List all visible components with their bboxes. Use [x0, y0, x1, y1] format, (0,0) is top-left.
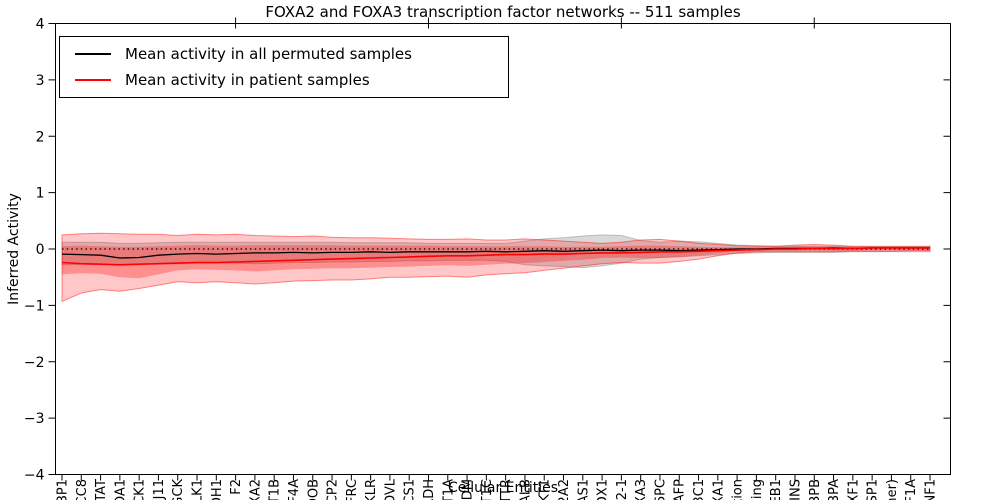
x-tick-label: UCP2: [326, 479, 341, 500]
legend-entry-permuted: Mean activity in all permuted samples: [75, 45, 508, 63]
x-tick-label: G6PC: [653, 479, 668, 500]
x-tick-label: CPT1C: [480, 479, 495, 500]
x-tick-label: FOXA2: [248, 479, 263, 500]
y-tick-label: 0: [36, 242, 45, 258]
y-tick-label: −3: [24, 411, 45, 427]
x-tick-label: SLC2A2: [557, 479, 572, 500]
x-tick-label: HNF1A (dimer): [885, 479, 900, 500]
x-tick-label: INS: [788, 479, 803, 500]
x-tick-label: ALAS1: [576, 479, 591, 500]
x-tick-label: ABCC8: [75, 479, 90, 500]
y-tick-label: 1: [36, 186, 45, 202]
chart-title: FOXA2 and FOXA3 transcription factor net…: [265, 3, 741, 21]
legend-box: Mean activity in all permuted samples Me…: [59, 36, 509, 98]
legend-label-permuted: Mean activity in all permuted samples: [125, 45, 412, 63]
x-tick-label: CEBPA: [827, 479, 842, 500]
x-tick-label: DLK1: [191, 479, 206, 500]
x-tick-label: SP1: [866, 479, 881, 500]
series-line-1: [61, 247, 930, 266]
x-tick-label: TTR: [499, 479, 514, 500]
x-tick-label: HADH: [422, 479, 437, 500]
x-tick-label: CPT1A: [441, 479, 456, 500]
x-tick-label: NF1: [924, 479, 939, 500]
x-tick-label: BDH1: [210, 479, 225, 500]
x-tick-label: PKLR: [364, 479, 379, 500]
x-tick-label: HNF1A: [904, 479, 919, 500]
x-tick-label: TFRC: [345, 479, 360, 500]
x-tick-label: FOXA3: [634, 479, 649, 500]
y-tick-label: 3: [36, 73, 45, 89]
x-tick-label: PDX1: [596, 479, 611, 500]
permuted-line-sample: [75, 53, 111, 55]
y-tick-label: 2: [36, 129, 45, 145]
patient-line-sample: [75, 79, 111, 81]
x-tick-label: HMGCS1: [403, 479, 418, 500]
x-tick-label: TAT: [94, 479, 109, 500]
x-tick-label: CPT1B: [268, 479, 283, 500]
x-tick-label: PCK1: [133, 479, 148, 500]
x-tick-label: ALDOB: [306, 479, 321, 500]
x-tick-label: F2: [229, 479, 244, 495]
y-tick-label: −2: [24, 355, 45, 371]
x-tick-label: APOA1: [113, 479, 128, 500]
x-tick-label: HNF4A: [287, 479, 302, 500]
x-tick-label: FOXA1: [711, 479, 726, 500]
x-tick-label: IGFBP1: [56, 479, 71, 500]
x-tick-label: ACADVL: [383, 478, 398, 500]
legend-entry-patient: Mean activity in patient samples: [75, 71, 508, 89]
x-tick-label: AFP: [673, 479, 688, 500]
x-tick-label: CREB1: [769, 479, 784, 500]
x-tick-label: ALB: [518, 479, 533, 500]
x-tick-label: ACADM: [461, 479, 476, 500]
x-tick-label: NKX2-1: [615, 479, 630, 500]
x-tick-label: chromatin remodeling: [750, 479, 765, 500]
y-tick-label: 4: [36, 17, 45, 33]
x-tick-label: AKT1: [538, 479, 553, 500]
x-axis-label: Cellular Entities: [447, 480, 559, 496]
x-tick-label: response to starvation: [731, 479, 746, 500]
x-tick-label: GCK: [171, 479, 186, 500]
y-tick-label: −1: [24, 298, 45, 314]
legend-label-patient: Mean activity in patient samples: [125, 71, 370, 89]
x-tick-label: KCNJ11: [152, 479, 167, 500]
y-tick-label: −4: [24, 468, 45, 484]
x-tick-label: CEBPB: [808, 479, 823, 500]
y-axis-label: Inferred Activity: [6, 193, 22, 305]
x-tick-label: NR3C1: [692, 479, 707, 500]
x-tick-label: FOXF1: [846, 479, 861, 500]
